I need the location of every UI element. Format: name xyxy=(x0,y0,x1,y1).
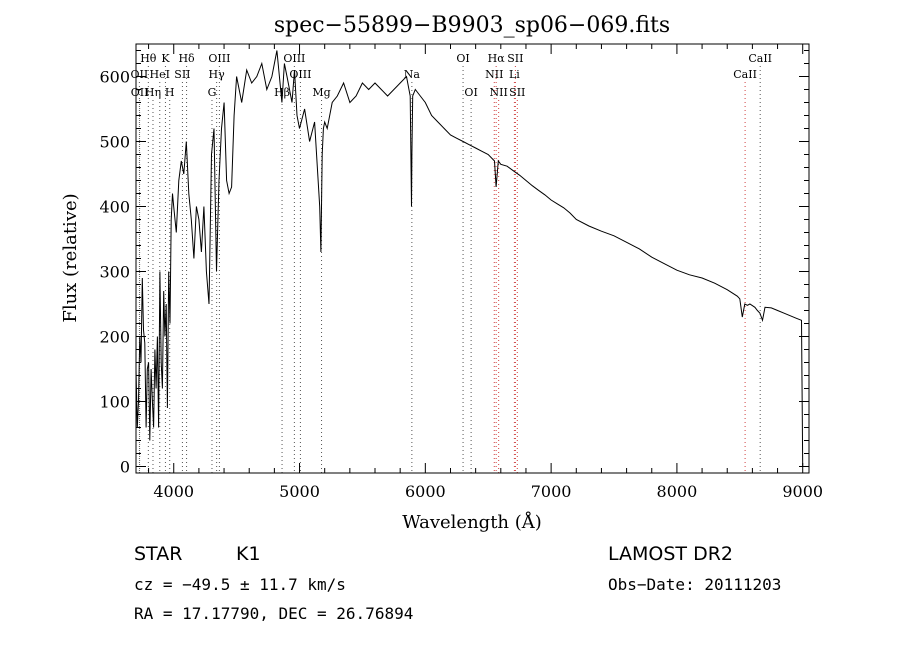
spectral-line-label: Hδ xyxy=(178,52,195,65)
spectral-line-label: HeI xyxy=(150,68,170,81)
chart-title: spec−55899−B9903_sp06−069.fits xyxy=(274,13,670,38)
y-tick-label: 500 xyxy=(99,133,130,152)
x-tick-label: 9000 xyxy=(782,482,823,501)
spectral-line-label: Hα xyxy=(488,52,506,65)
spectral-line-label: Hη xyxy=(145,86,161,99)
spectrum-line xyxy=(135,50,804,467)
spectral-line-label: SII xyxy=(507,52,523,65)
spectral-line-label: SII xyxy=(509,86,525,99)
spectral-line-label: Na xyxy=(404,68,421,81)
y-tick-label: 600 xyxy=(99,68,130,87)
x-axis: 4000 5000 6000 7000 8000 9000 xyxy=(148,44,823,501)
spectral-line-label: Hγ xyxy=(209,68,226,81)
y-axis-label: Flux (relative) xyxy=(60,193,81,322)
y-axis: 0 100 200 300 400 500 600 xyxy=(99,50,809,477)
y-tick-label: 100 xyxy=(99,393,130,412)
x-axis-label: Wavelength (Å) xyxy=(402,511,542,533)
spectral-line-label: NII xyxy=(490,86,508,99)
coordinates: RA = 17.17790, DEC = 26.76894 xyxy=(134,604,413,623)
spectral-line-label: OI xyxy=(456,52,469,65)
y-tick-label: 0 xyxy=(120,458,130,477)
y-tick-label: 200 xyxy=(99,328,130,347)
plot-frame xyxy=(135,43,810,474)
spectral-line-label: CaII xyxy=(733,68,757,81)
spectral-line-label: OII xyxy=(131,68,149,81)
y-tick-label: 400 xyxy=(99,198,130,217)
spectral-line-label: SII xyxy=(174,68,190,81)
spectral-line-label: OIII xyxy=(208,52,230,65)
spectral-line-label: NII xyxy=(485,68,503,81)
spectral-line-label: K xyxy=(161,52,170,65)
x-tick-label: 5000 xyxy=(279,482,320,501)
redshift-velocity: cz = −49.5 ± 11.7 km/s xyxy=(134,575,346,594)
x-tick-label: 8000 xyxy=(657,482,698,501)
spectral-line-label: H xyxy=(165,86,175,99)
object-class: STAR xyxy=(134,543,182,565)
spectral-line-label: Hθ xyxy=(140,52,157,65)
y-tick-label: 300 xyxy=(99,263,130,282)
spectral-line-label: Mg xyxy=(312,86,330,99)
observation-date: Obs−Date: 20111203 xyxy=(608,575,781,594)
spectral-line-label: Li xyxy=(509,68,520,81)
spectral-line-label: OII xyxy=(131,86,149,99)
survey-name: LAMOST DR2 xyxy=(608,543,733,565)
spectral-line-label: OIII xyxy=(283,52,305,65)
spectral-line-label: OIII xyxy=(289,68,311,81)
x-tick-label: 4000 xyxy=(153,482,194,501)
spectral-line-label: CaII xyxy=(748,52,772,65)
spectral-line-label: G xyxy=(208,86,217,99)
x-tick-label: 7000 xyxy=(531,482,572,501)
object-subclass: K1 xyxy=(236,543,261,565)
spectral-line-label: OI xyxy=(464,86,477,99)
x-tick-label: 6000 xyxy=(405,482,446,501)
